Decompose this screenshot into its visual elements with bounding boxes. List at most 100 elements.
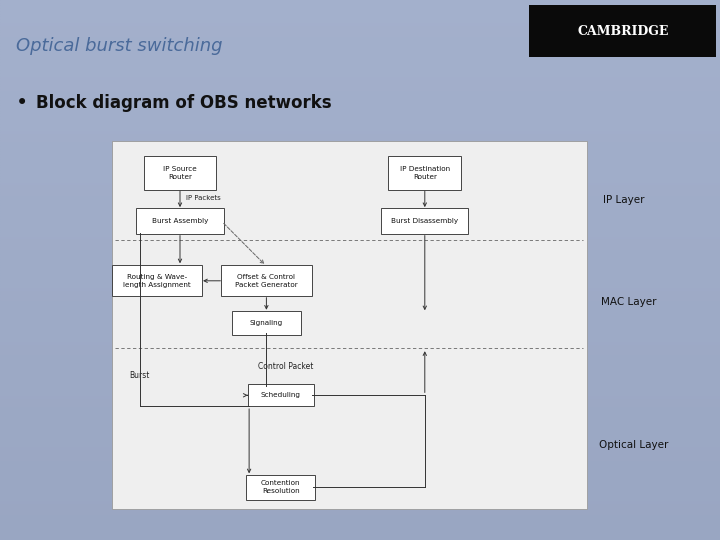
Bar bbox=[0, 84, 720, 86]
Text: Burst: Burst bbox=[130, 372, 150, 380]
Bar bbox=[0, 170, 720, 173]
Bar bbox=[0, 224, 720, 227]
Text: Burst Assembly: Burst Assembly bbox=[152, 218, 208, 225]
Bar bbox=[0, 238, 720, 240]
Bar bbox=[0, 402, 720, 405]
Bar bbox=[0, 397, 720, 400]
Bar bbox=[0, 89, 720, 92]
Bar bbox=[0, 186, 720, 189]
Bar bbox=[0, 464, 720, 467]
Bar bbox=[0, 516, 720, 518]
Bar bbox=[0, 305, 720, 308]
Bar bbox=[0, 92, 720, 94]
Bar bbox=[0, 284, 720, 286]
Bar bbox=[0, 184, 720, 186]
Bar bbox=[0, 119, 720, 122]
Bar bbox=[0, 197, 720, 200]
Bar bbox=[0, 14, 720, 16]
Bar bbox=[0, 321, 720, 324]
FancyBboxPatch shape bbox=[137, 208, 223, 234]
Bar bbox=[0, 437, 720, 440]
Bar bbox=[0, 165, 720, 167]
Bar bbox=[0, 246, 720, 248]
Bar bbox=[0, 367, 720, 370]
Bar bbox=[0, 35, 720, 38]
Bar bbox=[0, 475, 720, 478]
Bar bbox=[0, 202, 720, 205]
Bar bbox=[0, 54, 720, 57]
Bar bbox=[0, 524, 720, 526]
Bar bbox=[0, 429, 720, 432]
Bar bbox=[0, 230, 720, 232]
Bar bbox=[0, 138, 720, 140]
Text: CAMBRIDGE: CAMBRIDGE bbox=[577, 24, 668, 38]
Bar bbox=[0, 259, 720, 262]
Bar bbox=[0, 338, 720, 340]
Bar bbox=[0, 73, 720, 76]
Bar bbox=[0, 157, 720, 159]
Bar bbox=[0, 316, 720, 319]
Bar bbox=[0, 362, 720, 364]
Bar bbox=[0, 19, 720, 22]
Text: IP Source
Router: IP Source Router bbox=[163, 166, 197, 179]
Bar bbox=[0, 413, 720, 416]
Bar bbox=[0, 3, 720, 5]
Bar bbox=[0, 178, 720, 181]
Bar bbox=[0, 535, 720, 537]
Bar bbox=[0, 11, 720, 14]
Bar bbox=[0, 189, 720, 192]
Bar bbox=[0, 500, 720, 502]
Bar bbox=[0, 481, 720, 483]
Bar bbox=[0, 359, 720, 362]
Bar bbox=[0, 313, 720, 316]
Bar bbox=[0, 192, 720, 194]
Bar bbox=[0, 103, 720, 105]
Bar bbox=[0, 456, 720, 459]
Bar bbox=[0, 278, 720, 281]
Bar bbox=[0, 270, 720, 273]
Bar bbox=[0, 143, 720, 146]
Bar bbox=[0, 329, 720, 332]
FancyBboxPatch shape bbox=[232, 311, 301, 335]
Bar bbox=[0, 27, 720, 30]
Text: Routing & Wave-
length Assignment: Routing & Wave- length Assignment bbox=[123, 274, 191, 287]
Bar bbox=[0, 529, 720, 532]
Bar bbox=[0, 356, 720, 359]
Bar bbox=[0, 508, 720, 510]
Bar bbox=[0, 57, 720, 59]
Bar bbox=[0, 124, 720, 127]
Bar bbox=[0, 113, 720, 116]
Bar bbox=[0, 486, 720, 489]
Bar bbox=[0, 310, 720, 313]
Bar bbox=[0, 43, 720, 46]
Bar bbox=[0, 443, 720, 445]
Bar bbox=[0, 127, 720, 130]
Bar bbox=[0, 76, 720, 78]
FancyBboxPatch shape bbox=[112, 265, 202, 296]
Bar bbox=[0, 262, 720, 265]
Bar bbox=[0, 537, 720, 540]
Bar bbox=[0, 173, 720, 176]
Bar bbox=[0, 208, 720, 211]
Bar bbox=[0, 418, 720, 421]
Bar bbox=[0, 302, 720, 305]
Bar bbox=[0, 38, 720, 40]
Bar bbox=[0, 159, 720, 162]
Bar bbox=[0, 505, 720, 508]
Text: Offset & Control
Packet Generator: Offset & Control Packet Generator bbox=[235, 274, 298, 287]
Bar bbox=[0, 286, 720, 289]
Bar bbox=[0, 394, 720, 397]
Bar bbox=[0, 200, 720, 202]
Bar bbox=[0, 248, 720, 251]
Bar bbox=[0, 100, 720, 103]
Bar bbox=[0, 5, 720, 8]
Bar bbox=[0, 446, 720, 448]
Text: Optical Layer: Optical Layer bbox=[599, 441, 668, 450]
Bar bbox=[0, 78, 720, 81]
Bar bbox=[0, 256, 720, 259]
FancyBboxPatch shape bbox=[246, 475, 315, 500]
Bar bbox=[0, 289, 720, 292]
Bar bbox=[0, 30, 720, 32]
Text: •: • bbox=[16, 92, 28, 113]
Bar bbox=[0, 140, 720, 143]
